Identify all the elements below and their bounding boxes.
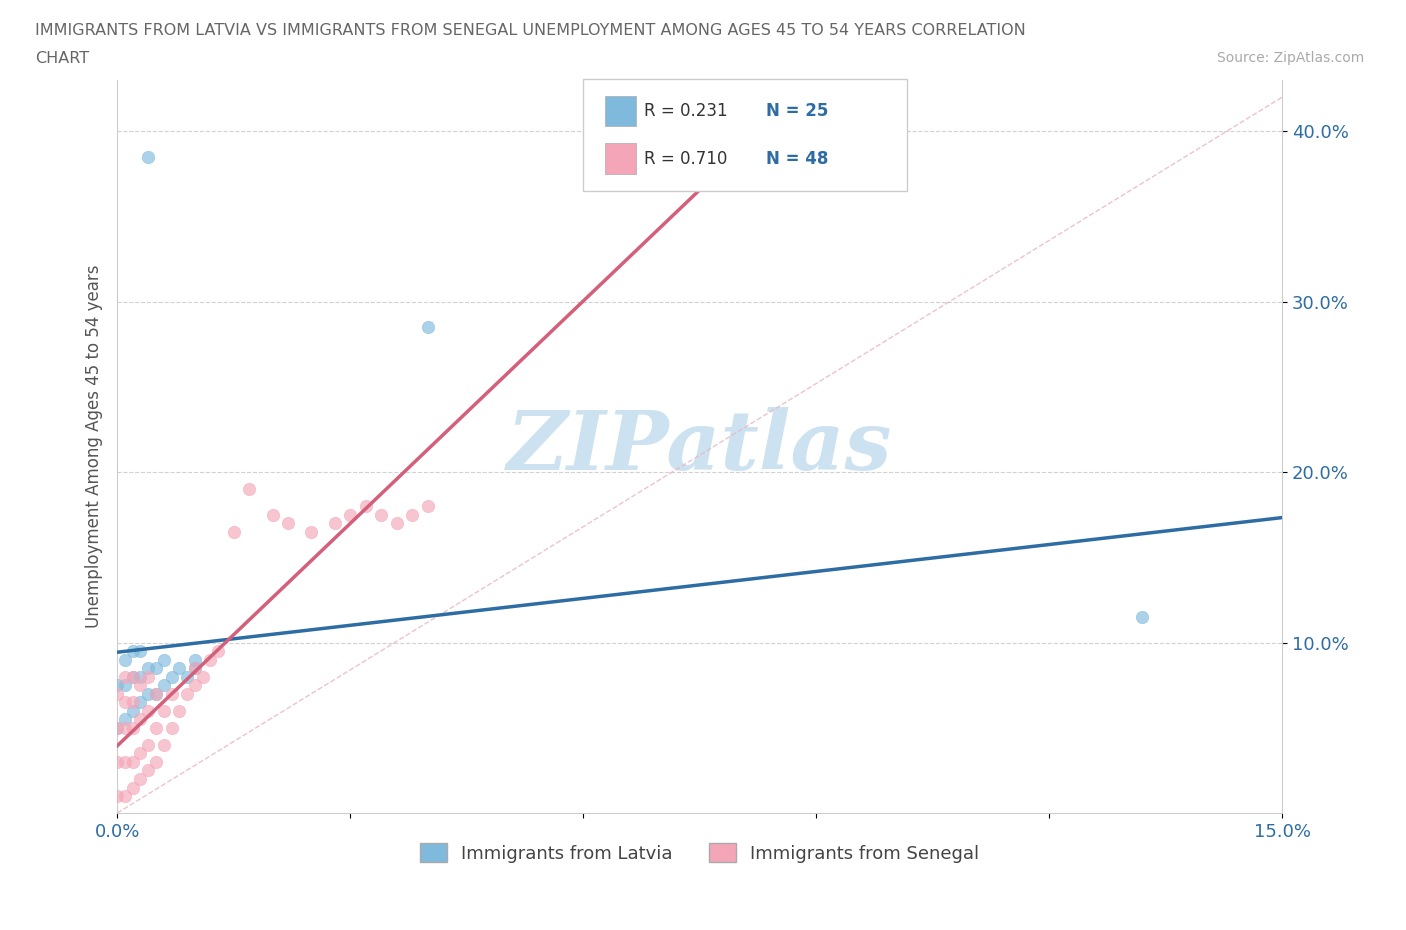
Point <box>152 703 174 718</box>
Point <box>136 670 159 684</box>
Point <box>136 737 159 752</box>
Point <box>160 670 183 684</box>
Point <box>114 678 136 693</box>
Point <box>1132 609 1154 624</box>
Point <box>354 498 377 513</box>
Point <box>416 320 439 335</box>
Point <box>114 695 136 710</box>
Point <box>176 670 198 684</box>
Point <box>114 711 136 726</box>
Text: ZIPatlas: ZIPatlas <box>508 406 893 486</box>
Point <box>121 780 143 795</box>
Text: N = 48: N = 48 <box>766 150 828 167</box>
Y-axis label: Unemployment Among Ages 45 to 54 years: Unemployment Among Ages 45 to 54 years <box>86 265 103 629</box>
Point <box>184 660 207 675</box>
Point <box>121 721 143 736</box>
Point <box>129 711 152 726</box>
Point <box>401 508 423 523</box>
Point <box>160 686 183 701</box>
Point <box>121 703 143 718</box>
Point <box>145 754 167 769</box>
Point <box>323 516 346 531</box>
Point <box>339 508 361 523</box>
Point <box>129 644 152 658</box>
Point <box>152 652 174 667</box>
Point <box>136 763 159 777</box>
Point <box>136 686 159 701</box>
Point <box>136 703 159 718</box>
Point <box>416 498 439 513</box>
Point <box>176 686 198 701</box>
Point <box>184 652 207 667</box>
Point <box>207 644 229 658</box>
Point <box>121 754 143 769</box>
Point <box>105 754 128 769</box>
Text: R = 0.231: R = 0.231 <box>644 102 727 120</box>
Point <box>145 686 167 701</box>
Point <box>169 660 191 675</box>
Point <box>129 678 152 693</box>
Point <box>105 721 128 736</box>
Point <box>145 660 167 675</box>
Text: R = 0.710: R = 0.710 <box>644 150 727 167</box>
Point <box>169 703 191 718</box>
Point <box>121 695 143 710</box>
Point <box>129 772 152 787</box>
Point <box>191 670 214 684</box>
Point <box>105 721 128 736</box>
Point <box>129 746 152 761</box>
Point <box>385 516 408 531</box>
Point <box>262 508 284 523</box>
Point <box>105 686 128 701</box>
Point <box>105 789 128 804</box>
Point <box>160 721 183 736</box>
Text: IMMIGRANTS FROM LATVIA VS IMMIGRANTS FROM SENEGAL UNEMPLOYMENT AMONG AGES 45 TO : IMMIGRANTS FROM LATVIA VS IMMIGRANTS FRO… <box>35 23 1026 38</box>
Point <box>222 525 245 539</box>
Text: CHART: CHART <box>35 51 89 66</box>
Legend: Immigrants from Latvia, Immigrants from Senegal: Immigrants from Latvia, Immigrants from … <box>412 836 987 870</box>
Point <box>121 670 143 684</box>
Point <box>184 678 207 693</box>
Point <box>200 652 222 667</box>
Point <box>121 670 143 684</box>
Point <box>299 525 322 539</box>
Point <box>114 652 136 667</box>
Point <box>121 644 143 658</box>
Point <box>145 686 167 701</box>
Point <box>238 482 260 497</box>
Point <box>145 721 167 736</box>
Point <box>152 678 174 693</box>
Point <box>277 516 299 531</box>
Point <box>136 660 159 675</box>
Point <box>114 721 136 736</box>
Point <box>114 789 136 804</box>
Point <box>129 670 152 684</box>
Point <box>184 660 207 675</box>
Point <box>105 678 128 693</box>
Point <box>136 150 159 165</box>
Point <box>152 737 174 752</box>
Point <box>114 754 136 769</box>
Text: N = 25: N = 25 <box>766 102 828 120</box>
Text: Source: ZipAtlas.com: Source: ZipAtlas.com <box>1216 51 1364 65</box>
Point <box>114 670 136 684</box>
Point <box>129 695 152 710</box>
Point <box>370 508 392 523</box>
